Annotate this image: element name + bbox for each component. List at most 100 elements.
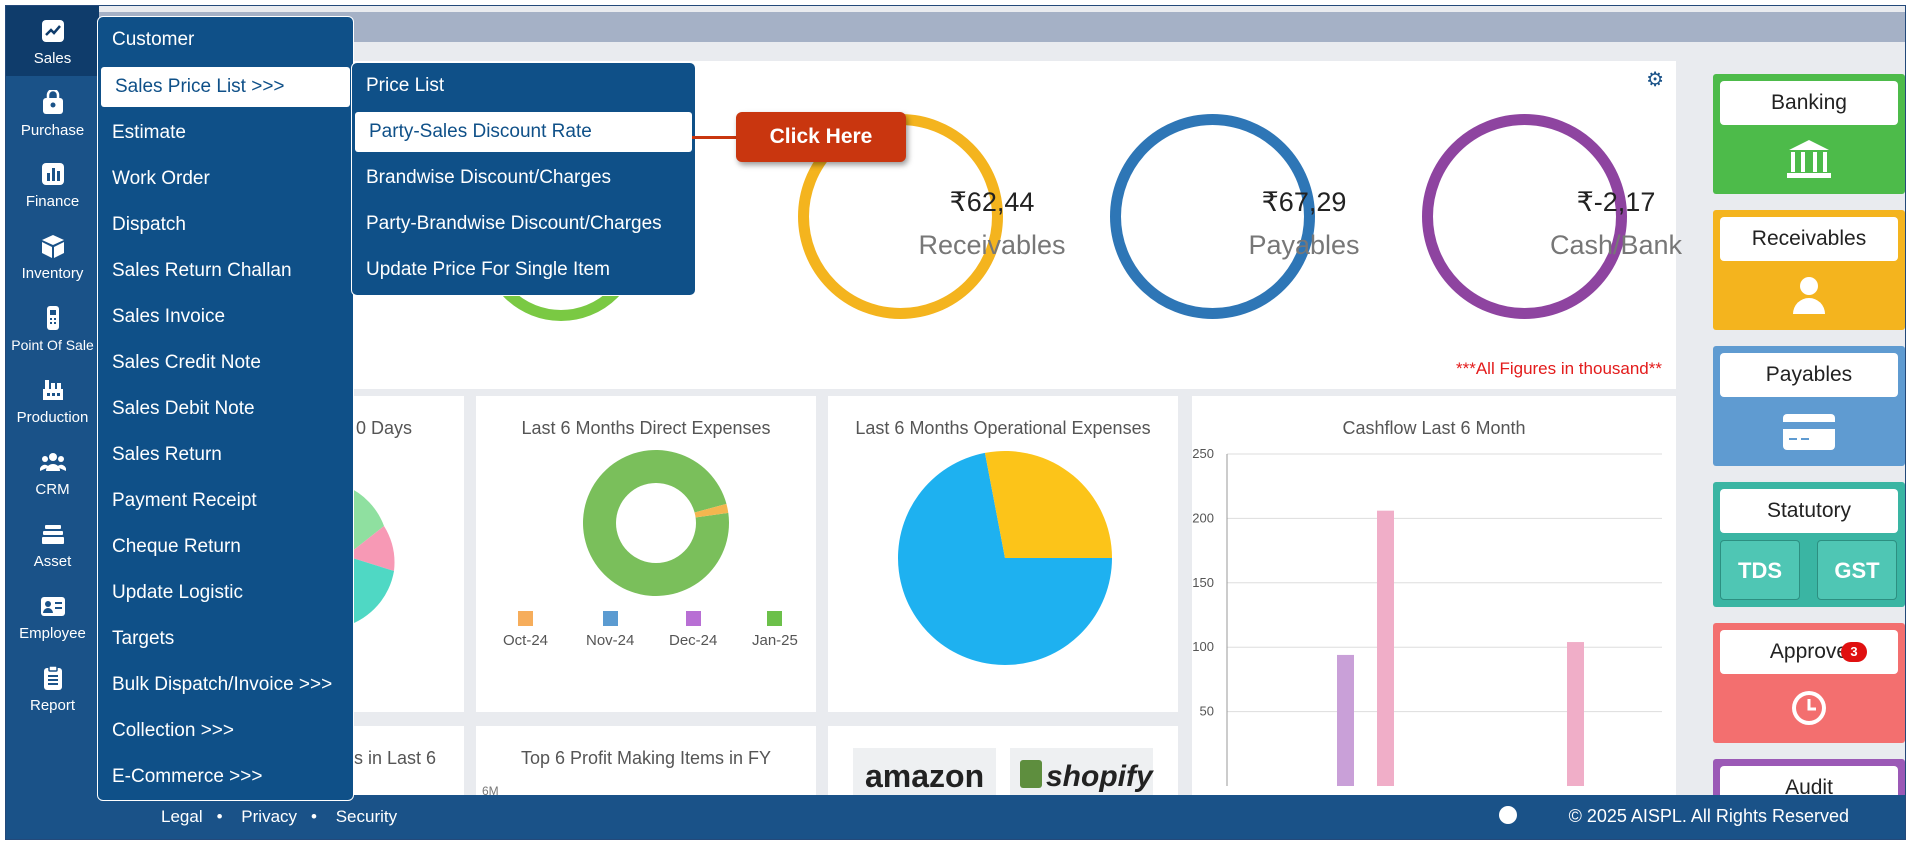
- menu-item-collection[interactable]: Collection >>>: [112, 720, 234, 741]
- legend-label: Dec-24: [669, 632, 718, 649]
- sidebar-item-inventory[interactable]: Inventory: [6, 221, 99, 291]
- menu-item-customer[interactable]: Customer: [112, 29, 195, 50]
- statutory-button[interactable]: Statutory: [1720, 489, 1898, 533]
- legend-swatch: [685, 611, 701, 626]
- banking-tile[interactable]: Banking: [1713, 74, 1905, 194]
- user-icon: [1793, 277, 1825, 314]
- ring-amount: ₹62,44: [949, 187, 1035, 217]
- sidebar-item-label: Asset: [33, 553, 72, 570]
- submenu-item-brandwise-discount[interactable]: Brandwise Discount/Charges: [366, 167, 612, 188]
- menu-item-cheque-return[interactable]: Cheque Return: [112, 536, 241, 557]
- receivables-button[interactable]: Receivables: [1720, 217, 1898, 261]
- legal-link[interactable]: Legal: [161, 807, 203, 826]
- price-list-submenu: Price List Party-Sales Discount Rate Bra…: [351, 62, 696, 296]
- payables-tile[interactable]: Payables: [1713, 346, 1905, 466]
- id-card-icon: [40, 597, 65, 616]
- payables-button[interactable]: Payables: [1720, 353, 1898, 397]
- payables-ring[interactable]: ₹67,29 Payables: [1110, 114, 1360, 319]
- menu-item-sales-price-list[interactable]: Sales Price List >>>: [101, 67, 350, 107]
- tds-button[interactable]: TDS: [1720, 540, 1800, 600]
- sidebar-item-finance[interactable]: Finance: [6, 149, 99, 219]
- sidebar-item-label: Inventory: [21, 265, 84, 282]
- sidebar-item-employee[interactable]: Employee: [6, 581, 99, 651]
- ring-label: Receivables: [918, 230, 1066, 260]
- submenu-item-party-brandwise-discount[interactable]: Party-Brandwise Discount/Charges: [366, 213, 662, 234]
- menu-item-targets[interactable]: Targets: [112, 628, 175, 649]
- footer-links: Legal • Privacy • Security: [161, 807, 411, 827]
- cashflow-bar[interactable]: [1567, 642, 1584, 786]
- menu-item-work-order[interactable]: Work Order: [112, 168, 210, 189]
- sidebar-item-point-of-sale[interactable]: Point Of Sale: [6, 293, 99, 363]
- summary-card: ⚙ ₹62,44 Receivables ₹67,29 Payables ₹-2…: [346, 61, 1682, 389]
- cashflow-bar[interactable]: [1377, 510, 1394, 786]
- y-tick-label: 100: [1192, 639, 1214, 654]
- menu-item-sales-credit-note[interactable]: Sales Credit Note: [112, 352, 261, 373]
- gst-button[interactable]: GST: [1817, 540, 1897, 600]
- ecommerce-card: amazon shopify: [828, 726, 1178, 801]
- card-title: Top 6 Profit Making Items in FY: [520, 748, 772, 768]
- sidebar-item-label: Purchase: [20, 122, 85, 139]
- submenu-item-party-sales-discount-rate[interactable]: Party-Sales Discount Rate: [355, 112, 692, 152]
- statutory-tile[interactable]: Statutory TDS GST: [1713, 482, 1905, 607]
- pie-slice[interactable]: [898, 452, 1112, 665]
- receivables-tile[interactable]: Receivables: [1713, 210, 1905, 330]
- bank-icon: [1787, 140, 1831, 178]
- legend-item: Oct-24: [503, 611, 548, 649]
- chart-icon: [41, 20, 64, 42]
- submenu-item-price-list[interactable]: Price List: [366, 75, 445, 96]
- sidebar-item-sales[interactable]: Sales: [6, 6, 99, 76]
- menu-item-payment-receipt[interactable]: Payment Receipt: [112, 490, 257, 511]
- sidebar-item-purchase[interactable]: Purchase: [6, 78, 99, 148]
- shopify-logo[interactable]: shopify: [1010, 748, 1153, 801]
- submenu-item-update-price-single-item[interactable]: Update Price For Single Item: [366, 259, 610, 280]
- sidebar-item-report[interactable]: Report: [6, 653, 99, 723]
- y-tick-label: 200: [1192, 510, 1214, 525]
- sidebar-item-label: Production: [16, 409, 89, 426]
- menu-item-sales-return[interactable]: Sales Return: [112, 444, 222, 465]
- globe-icon[interactable]: [1499, 806, 1517, 824]
- bag-icon: [42, 90, 63, 114]
- card-title: 0 Days: [356, 418, 413, 438]
- sidebar-item-asset[interactable]: Asset: [6, 509, 99, 579]
- sidebar-item-production[interactable]: Production: [6, 365, 99, 435]
- sidebar: Sales Purchase Finance Inventory Point O…: [6, 6, 99, 839]
- menu-item-update-logistic[interactable]: Update Logistic: [112, 582, 243, 603]
- gear-icon[interactable]: ⚙: [1646, 69, 1664, 91]
- menu-item-bulk-dispatch-invoice[interactable]: Bulk Dispatch/Invoice >>>: [112, 674, 333, 695]
- banking-button[interactable]: Banking: [1720, 81, 1898, 125]
- card-title: Cashflow Last 6 Month: [1342, 418, 1526, 438]
- legend-item: Dec-24: [669, 611, 717, 649]
- approve-button[interactable]: Approve: [1720, 630, 1898, 674]
- menu-item-sales-return-challan[interactable]: Sales Return Challan: [112, 260, 292, 281]
- copyright: © 2025 AISPL. All Rights Reserved: [1568, 806, 1849, 826]
- sidebar-item-label: Employee: [19, 625, 86, 642]
- y-tick-label: 50: [1200, 704, 1214, 719]
- profit-items-card: Top 6 Profit Making Items in FY 6M: [476, 726, 816, 801]
- sidebar-item-crm[interactable]: CRM: [6, 437, 99, 507]
- approve-tile[interactable]: Approve 3: [1713, 623, 1905, 743]
- menu-item-sales-debit-note[interactable]: Sales Debit Note: [112, 398, 255, 419]
- cashflow-card: Cashflow Last 6 Month 50 100 150 200 250: [1192, 396, 1676, 796]
- y-tick-label: 150: [1192, 575, 1214, 590]
- menu-item-sales-invoice[interactable]: Sales Invoice: [112, 306, 226, 327]
- cashflow-bar[interactable]: [1337, 654, 1354, 786]
- menu-item-estimate[interactable]: Estimate: [112, 122, 186, 143]
- days-pie: [346, 486, 395, 626]
- menu-item-dispatch[interactable]: Dispatch: [112, 214, 186, 235]
- cash-bank-ring[interactable]: ₹-2,17 Cash/Bank: [1422, 114, 1682, 319]
- security-link[interactable]: Security: [335, 807, 398, 826]
- amazon-logo[interactable]: amazon: [853, 748, 996, 801]
- stack-icon: [41, 525, 64, 544]
- credit-card-icon: [1783, 414, 1835, 450]
- bars-icon: [41, 163, 64, 185]
- pie-slice[interactable]: [984, 451, 1112, 558]
- legend-label: Oct-24: [503, 632, 549, 649]
- box-icon: [41, 235, 64, 258]
- click-here-callout: Click Here: [736, 112, 906, 162]
- menu-item-e-commerce[interactable]: E-Commerce >>>: [112, 766, 263, 787]
- footer: Legal • Privacy • Security © 2025 AISPL. A…: [6, 795, 1905, 839]
- legend-item: Jan-25: [752, 611, 798, 649]
- cashflow-chart: 50 100 150 200 250: [1192, 446, 1662, 786]
- lower-card-1: s in Last 6: [346, 726, 464, 801]
- privacy-link[interactable]: Privacy: [241, 807, 298, 826]
